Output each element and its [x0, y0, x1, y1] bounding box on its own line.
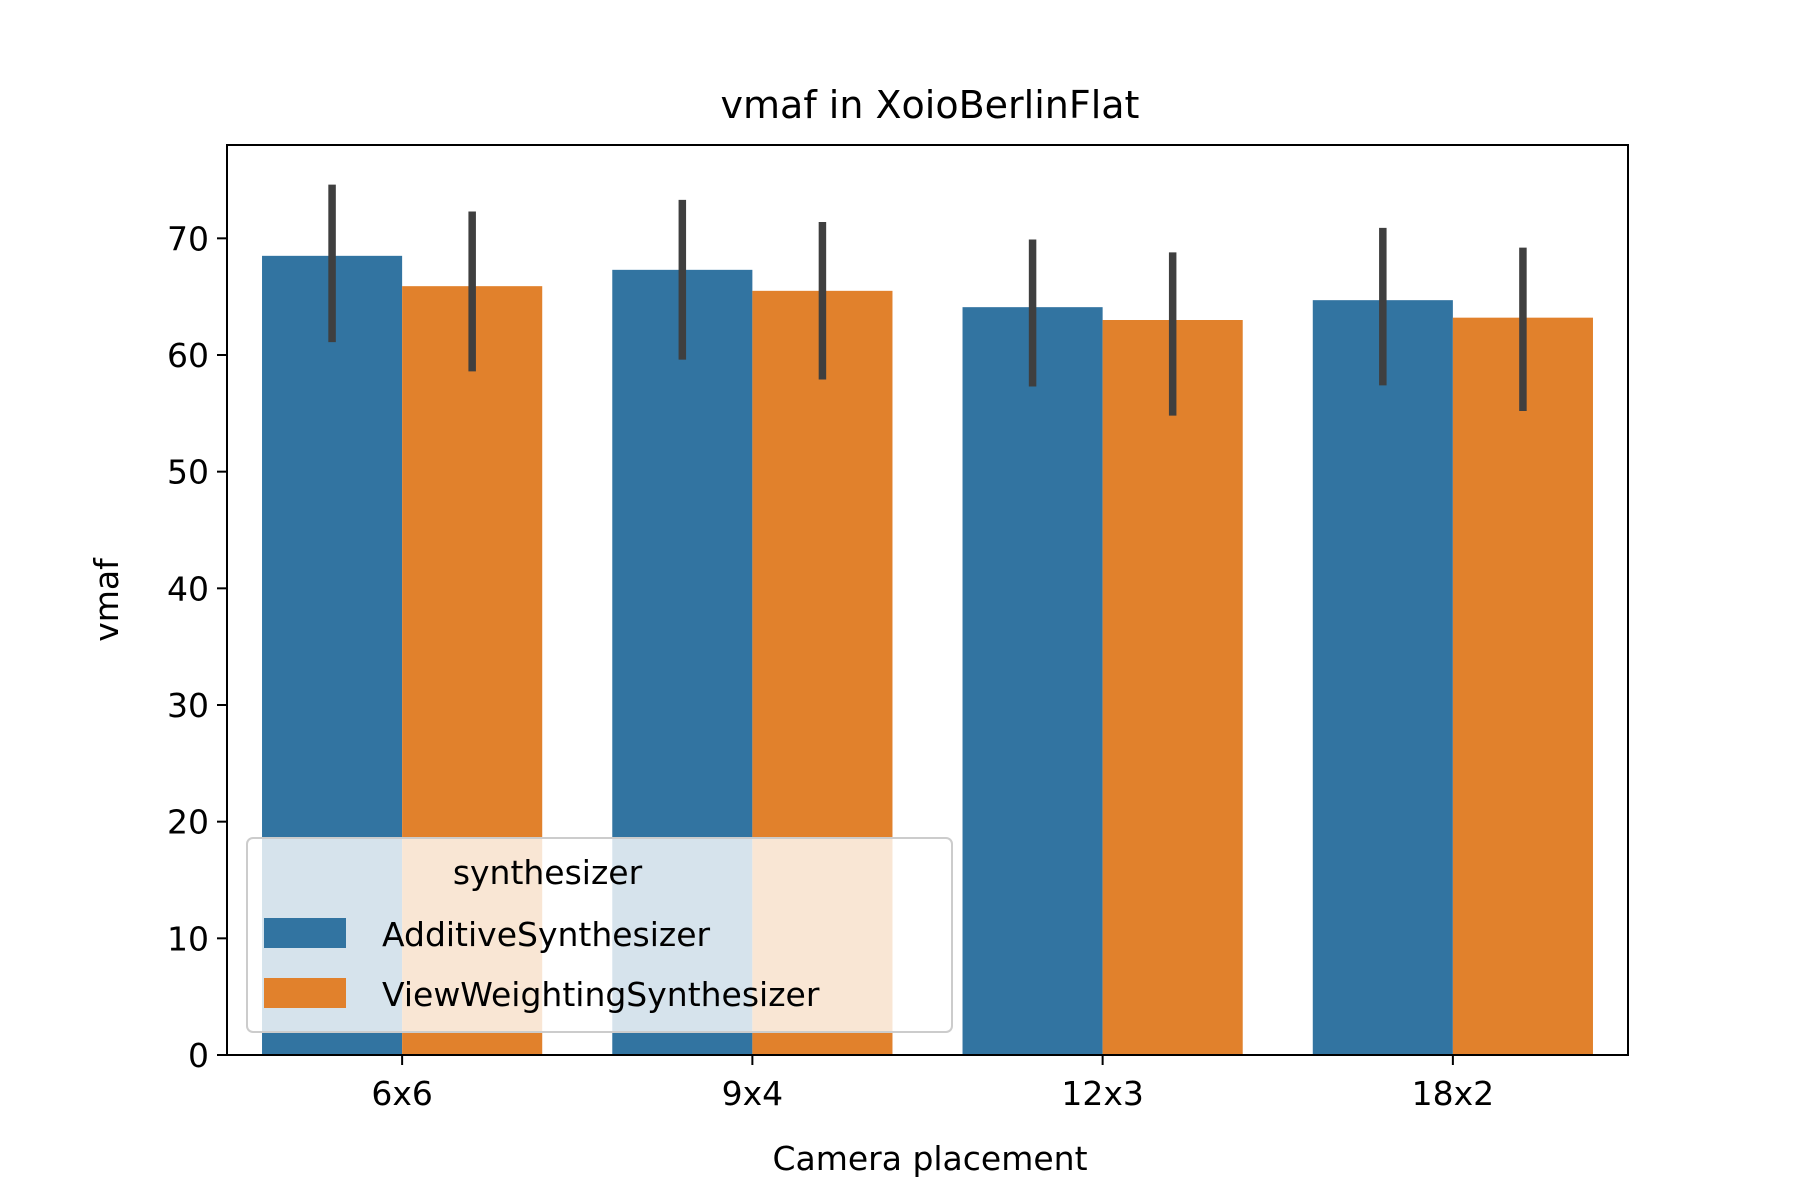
legend-swatch-AdditiveSynthesizer	[264, 918, 346, 948]
x-tick-label: 6x6	[371, 1074, 433, 1113]
legend-label-AdditiveSynthesizer: AdditiveSynthesizer	[382, 915, 711, 954]
bar-ViewWeightingSynthesizer-12x3	[1102, 320, 1243, 1055]
y-tick-label: 70	[167, 219, 209, 258]
chart-title: vmaf in XoioBerlinFlat	[721, 83, 1140, 127]
legend-box	[246, 837, 953, 1033]
plot-frame	[226, 144, 1629, 1056]
legend-swatch-ViewWeightingSynthesizer	[264, 978, 346, 1008]
x-tick-label: 18x2	[1412, 1074, 1495, 1113]
plot-area	[262, 184, 1593, 1056]
bar-AdditiveSynthesizer-18x2	[1312, 300, 1453, 1056]
legend-title: synthesizer	[453, 853, 643, 892]
bar-AdditiveSynthesizer-12x3	[962, 307, 1103, 1056]
bar-ViewWeightingSynthesizer-18x2	[1452, 317, 1593, 1056]
x-tick-label: 9x4	[722, 1074, 784, 1113]
x-axis-label: Camera placement	[772, 1139, 1087, 1178]
axes: 0 10 20 30 40 50 60 70 6x6 9x4 12x3 18x2	[167, 144, 1629, 1113]
x-tick-label: 12x3	[1061, 1074, 1144, 1113]
y-tick-label: 20	[167, 803, 209, 842]
y-tick-label: 10	[167, 919, 209, 958]
legend: synthesizer AdditiveSynthesizer ViewWeight…	[246, 837, 953, 1033]
y-axis-label: vmaf	[87, 557, 126, 642]
y-tick-label: 30	[167, 686, 209, 725]
y-tick-label: 0	[188, 1036, 209, 1075]
legend-label-ViewWeightingSynthesizer: ViewWeightingSynthesizer	[382, 975, 820, 1014]
y-tick-label: 50	[167, 453, 209, 492]
y-tick-label: 40	[167, 569, 209, 608]
y-tick-label: 60	[167, 336, 209, 375]
